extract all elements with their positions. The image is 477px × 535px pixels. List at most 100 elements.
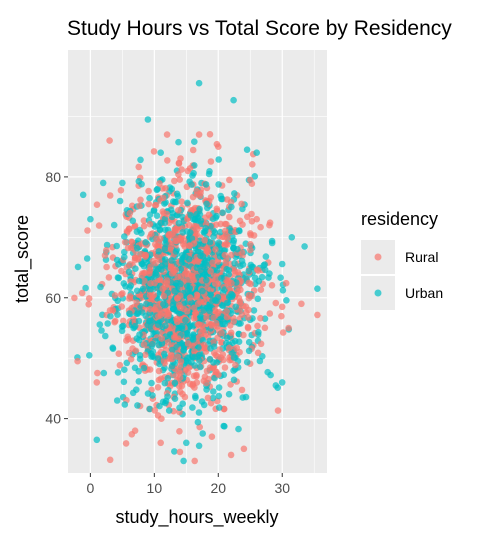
point-urban (207, 291, 215, 299)
point-urban (172, 248, 180, 255)
point-urban (165, 407, 173, 414)
point-urban (140, 364, 148, 372)
point-urban (250, 307, 258, 314)
point-urban (245, 267, 252, 275)
point-urban (210, 233, 217, 240)
point-urban (223, 299, 231, 307)
point-rural (121, 238, 129, 246)
point-urban (98, 327, 105, 334)
point-rural (151, 407, 159, 414)
point-urban (202, 181, 210, 188)
point-rural (226, 176, 233, 184)
point-urban (138, 180, 145, 188)
point-urban (162, 399, 169, 407)
point-rural (227, 381, 234, 388)
point-rural (142, 351, 149, 359)
point-rural (221, 251, 229, 259)
point-urban (210, 388, 217, 395)
point-rural (178, 198, 185, 205)
point-rural (247, 176, 254, 184)
point-urban (147, 350, 155, 357)
point-rural (85, 301, 92, 308)
point-rural (93, 201, 101, 208)
point-urban (199, 263, 207, 271)
point-urban (74, 263, 82, 271)
point-rural (190, 372, 198, 380)
point-rural (244, 314, 252, 321)
point-urban (125, 268, 133, 276)
point-rural (274, 407, 282, 414)
point-rural (171, 177, 178, 185)
point-urban (288, 234, 296, 241)
point-urban (147, 286, 154, 294)
point-urban (167, 206, 175, 213)
point-rural (176, 374, 184, 381)
point-urban (121, 366, 128, 374)
point-urban (154, 321, 162, 329)
point-urban (215, 156, 222, 163)
point-rural (176, 388, 184, 396)
point-urban (207, 345, 214, 352)
point-urban (230, 237, 238, 244)
point-urban (254, 295, 262, 303)
point-rural (224, 241, 231, 248)
point-urban (136, 352, 144, 359)
point-urban (158, 266, 165, 273)
point-rural (164, 157, 171, 164)
x-axis-title: study_hours_weekly (115, 507, 278, 528)
point-rural (194, 321, 202, 328)
point-urban (209, 394, 217, 402)
point-rural (228, 251, 235, 259)
point-rural (257, 340, 265, 348)
point-rural (223, 313, 231, 321)
point-urban (157, 149, 164, 156)
point-urban (180, 457, 187, 465)
point-rural (245, 279, 253, 287)
point-rural (210, 314, 217, 321)
point-rural (216, 346, 223, 353)
x-tick-label: 10 (147, 480, 163, 496)
point-urban (172, 198, 180, 206)
point-urban (192, 392, 199, 400)
point-urban (131, 322, 139, 330)
point-rural (214, 334, 221, 342)
point-urban (279, 287, 287, 294)
point-urban (135, 336, 143, 344)
point-urban (203, 200, 210, 208)
point-urban (177, 265, 185, 273)
point-rural (213, 205, 221, 213)
point-urban (230, 376, 238, 384)
point-rural (220, 405, 228, 413)
point-urban (215, 181, 222, 188)
point-urban (97, 283, 104, 291)
point-rural (238, 200, 245, 208)
legend-title: residency (361, 209, 438, 229)
point-urban (142, 239, 149, 246)
point-rural (268, 282, 276, 289)
point-rural (131, 222, 139, 229)
point-rural (238, 311, 246, 319)
x-axis-ticks: 0 10 20 30 (86, 473, 290, 496)
point-urban (218, 302, 226, 309)
point-rural (208, 433, 216, 441)
point-urban (218, 274, 225, 282)
point-urban (121, 401, 129, 408)
point-rural (236, 348, 243, 356)
point-rural (272, 299, 280, 307)
y-axis-title: total_score (12, 215, 33, 303)
point-rural (178, 166, 185, 173)
point-rural (136, 202, 143, 210)
point-urban (255, 328, 262, 336)
point-rural (176, 292, 184, 300)
point-urban (215, 404, 223, 411)
point-urban (99, 179, 107, 187)
point-rural (151, 202, 159, 209)
point-urban (153, 271, 160, 279)
point-rural (247, 241, 254, 248)
point-rural (140, 222, 148, 230)
point-rural (116, 361, 124, 369)
point-urban (148, 379, 155, 387)
point-rural (190, 304, 198, 312)
point-urban (223, 265, 230, 273)
point-rural (214, 258, 222, 265)
